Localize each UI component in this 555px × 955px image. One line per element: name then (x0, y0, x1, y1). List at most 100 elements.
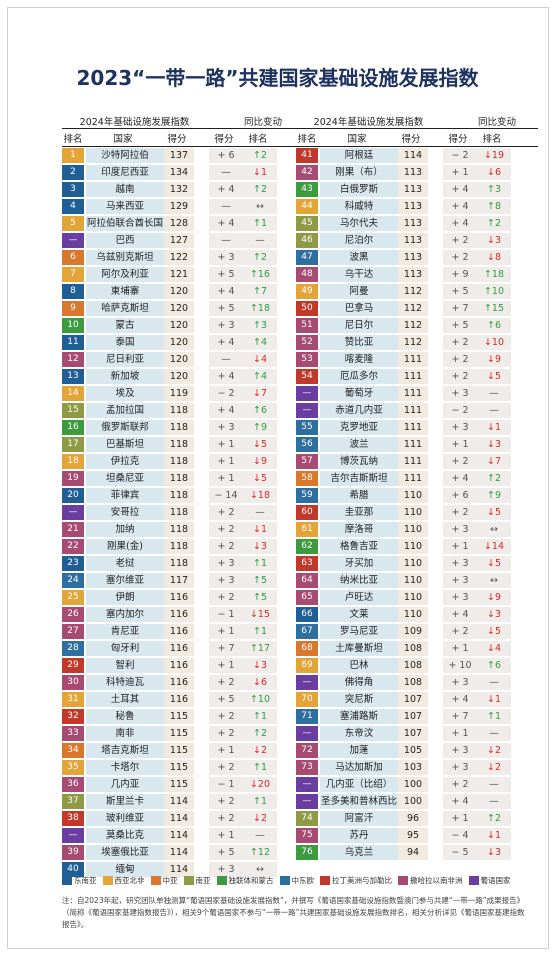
table-row: 2 印度尼西亚 134 — ↓1 (62, 164, 304, 181)
table-row: 18 伊拉克 118 + 1 ↓9 (62, 453, 304, 470)
table-row: 70 突尼斯 107 + 4 ↓1 (296, 691, 538, 708)
table-row: 50 巴拿马 112 + 7 ↑15 (296, 300, 538, 317)
score-cell: 115 (164, 709, 194, 724)
country-cell: 肯尼亚 (86, 624, 164, 639)
rank-change-cell: ↓4 (243, 352, 277, 367)
rank-cell: 33 (62, 726, 84, 741)
rank-cell: 13 (62, 369, 84, 384)
col-header-country: 国家 (347, 133, 367, 145)
score-change-cell: + 2 (209, 811, 243, 826)
score-cell: 128 (164, 216, 194, 231)
table-row: 29 智利 116 + 1 ↓3 (62, 657, 304, 674)
col-header-score-change: 得分 (448, 133, 468, 145)
legend-label: 撒哈拉以南非洲 (410, 876, 463, 885)
country-cell: 玻利维亚 (86, 811, 164, 826)
country-cell: 马尔代夫 (320, 216, 398, 231)
score-change-cell: + 1 (209, 454, 243, 469)
rank-change-cell: ↓8 (477, 250, 511, 265)
rank-change-cell: ↓3 (477, 845, 511, 860)
score-cell: 110 (398, 607, 428, 622)
table-row: 32 秘鲁 115 + 2 ↑1 (62, 708, 304, 725)
country-cell: 葡萄牙 (320, 386, 398, 401)
table-row: 10 蒙古 120 + 3 ↑3 (62, 317, 304, 334)
rank-change-cell: ↑1 (477, 709, 511, 724)
score-cell: 113 (398, 165, 428, 180)
score-change-cell: + 5 (443, 318, 477, 333)
score-cell: 118 (164, 471, 194, 486)
rank-cell: 7 (62, 267, 84, 282)
rank-change-cell: ↓7 (243, 386, 277, 401)
score-cell: 105 (398, 743, 428, 758)
score-change-cell: + 3 (209, 862, 243, 877)
country-cell: 阿富汗 (320, 811, 398, 826)
rank-change-cell: ↓5 (477, 556, 511, 571)
score-change-cell: + 10 (443, 658, 477, 673)
country-cell: 莫桑比克 (86, 828, 164, 843)
country-cell: 波黑 (320, 250, 398, 265)
country-cell: 菲律宾 (86, 488, 164, 503)
score-cell: 112 (398, 301, 428, 316)
score-change-cell: + 4 (443, 692, 477, 707)
score-change-cell: + 2 (209, 675, 243, 690)
table-row: 56 波兰 111 + 1 ↓3 (296, 436, 538, 453)
score-change-cell: + 7 (209, 641, 243, 656)
score-cell: 96 (398, 811, 428, 826)
country-cell: 伊朗 (86, 590, 164, 605)
rank-change-cell: ↑1 (243, 760, 277, 775)
country-cell: 佛得角 (320, 675, 398, 690)
score-cell: 112 (398, 335, 428, 350)
table-row: — 赤道几内亚 111− 2— (296, 402, 538, 419)
table-row: 24 塞尔维亚 117 + 3 ↑5 (62, 572, 304, 589)
score-change-cell: + 2 (443, 505, 477, 520)
rank-change-cell: ↓19 (477, 148, 511, 163)
rank-change-cell: ↓3 (477, 437, 511, 452)
score-cell: 120 (164, 284, 194, 299)
rank-change-cell: ↓3 (477, 607, 511, 622)
rank-change-cell: ↑12 (243, 845, 277, 860)
table-row: 57 博茨瓦纳 111 + 2 ↓7 (296, 453, 538, 470)
legend-label: 拉丁美洲与加勒比 (332, 876, 392, 885)
score-change-cell: + 3 (443, 675, 477, 690)
country-cell: 阿根廷 (320, 148, 398, 163)
score-cell: 137 (164, 148, 194, 163)
legend-item: 南亚 (183, 875, 211, 886)
score-cell: 114 (164, 845, 194, 860)
country-cell: 摩洛哥 (320, 522, 398, 537)
score-change-cell: + 2 (443, 352, 477, 367)
rank-change-cell: ↑2 (243, 726, 277, 741)
table-row: 39 埃塞俄比亚 114 + 5 ↑12 (62, 844, 304, 861)
rank-cell: 34 (62, 743, 84, 758)
country-cell: 克罗地亚 (320, 420, 398, 435)
score-cell: 107 (398, 726, 428, 741)
score-cell: 107 (398, 709, 428, 724)
rank-cell: 18 (62, 454, 84, 469)
rank-cell: 25 (62, 590, 84, 605)
table-row: 59 希腊 110 + 6 ↑9 (296, 487, 538, 504)
score-cell: 111 (398, 369, 428, 384)
table-row: — 安哥拉 118 + 2— (62, 504, 304, 521)
rank-cell: 62 (296, 539, 318, 554)
country-cell: 希腊 (320, 488, 398, 503)
score-change-cell: + 1 (209, 828, 243, 843)
rank-change-cell: — (477, 794, 511, 809)
table-row: 58 吉尔吉斯斯坦 111 + 4 ↑2 (296, 470, 538, 487)
score-change-cell: − 1 (209, 607, 243, 622)
score-change-cell: + 2 (443, 624, 477, 639)
country-cell: 阿尔及利亚 (86, 267, 164, 282)
table-row: — 几内亚（比绍） 100 + 2— (296, 776, 538, 793)
score-change-cell: + 4 (443, 199, 477, 214)
rank-cell: 67 (296, 624, 318, 639)
country-cell: 阿曼 (320, 284, 398, 299)
score-change-cell: + 2 (443, 369, 477, 384)
score-cell: 118 (164, 556, 194, 571)
score-cell: 114 (164, 794, 194, 809)
ranking-table-left: 2024年基础设施发展指数 同比变动 排名 国家 得分 得分 排名 1 沙特阿拉伯… (62, 114, 304, 878)
score-cell: 118 (164, 539, 194, 554)
rank-cell: 68 (296, 641, 318, 656)
country-cell: 缅甸 (86, 862, 164, 877)
rank-cell: 42 (296, 165, 318, 180)
country-cell: 孟加拉国 (86, 403, 164, 418)
score-change-cell: + 1 (443, 437, 477, 452)
score-change-cell: + 3 (209, 556, 243, 571)
rank-cell: 21 (62, 522, 84, 537)
